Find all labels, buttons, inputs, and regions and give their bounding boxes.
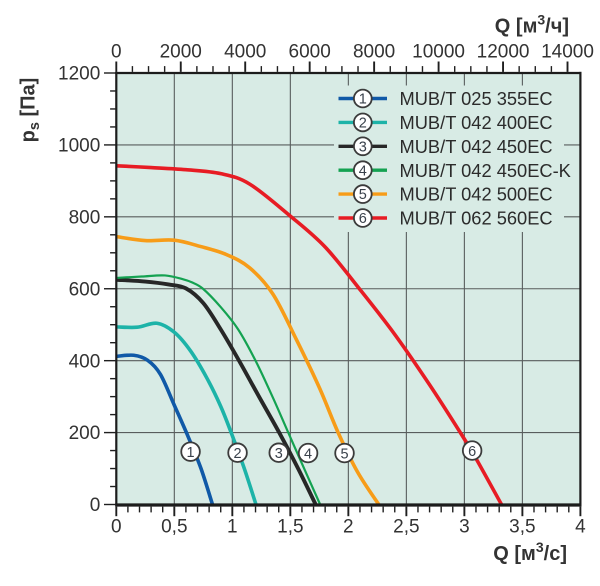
x2-tick-label: 0 bbox=[111, 42, 122, 63]
x-tick-label: 3 bbox=[459, 517, 470, 538]
legend-row-6: 6 MUB/T 062 560EC bbox=[338, 208, 553, 229]
x-tick-label: 0 bbox=[111, 517, 122, 538]
x-tick-label: 4 bbox=[575, 517, 586, 538]
legend-row-4: 4 MUB/T 042 450EC-K bbox=[338, 160, 571, 181]
x2-tick-label: 6000 bbox=[289, 42, 331, 63]
curve-marker-4: 4 bbox=[297, 442, 319, 464]
curve-marker-number: 3 bbox=[275, 446, 283, 462]
legend-marker-circle bbox=[352, 160, 373, 181]
legend-marker-number: 5 bbox=[359, 187, 367, 203]
plot-border bbox=[115, 71, 582, 507]
x-axis-title: Q [м3/с] bbox=[493, 539, 567, 565]
x-tick-label: 2,5 bbox=[393, 517, 419, 538]
curve-1 bbox=[116, 353, 215, 506]
legend-marker-circle bbox=[352, 88, 373, 109]
curve-markers: 1 2 3 4 5 6 bbox=[180, 440, 483, 464]
legend-row-5: 5 MUB/T 042 500EC bbox=[338, 184, 553, 205]
curve-6 bbox=[116, 163, 504, 506]
legend-row-2: 2 MUB/T 042 400EC bbox=[338, 112, 553, 133]
y-axis-title: ps [Па] bbox=[18, 78, 44, 143]
curve-marker-5: 5 bbox=[334, 442, 355, 464]
legend-label: MUB/T 025 355EC bbox=[400, 88, 553, 109]
legend-row-1: 1 MUB/T 025 355EC bbox=[338, 88, 553, 109]
y-tick-label: 1000 bbox=[58, 136, 100, 157]
x2-tick-label: 2000 bbox=[160, 42, 202, 63]
curve-marker-number: 1 bbox=[187, 445, 195, 461]
legend-background bbox=[334, 85, 564, 232]
x2-tick-label: 10000 bbox=[412, 42, 465, 63]
curve-marker-circle bbox=[334, 442, 355, 464]
curve-marker-circle bbox=[297, 442, 319, 464]
legend: 1 MUB/T 025 355EC 2 MUB/T 042 400EC 3 MUB/T 0… bbox=[334, 85, 571, 232]
x-tick-label: 1 bbox=[227, 517, 238, 538]
legend-marker-number: 2 bbox=[359, 116, 367, 132]
x2-tick-label: 12000 bbox=[477, 42, 530, 63]
tick-labels: 0 0,5 1 1,5 2 2,5 3 3,5 40 2000 4000 6000 8000 10000 1… bbox=[58, 42, 594, 538]
legend-marker-circle bbox=[352, 136, 373, 157]
curve-marker-2: 2 bbox=[227, 442, 248, 463]
legend-marker-number: 3 bbox=[359, 139, 367, 155]
x2-axis-title: Q [м3/ч] bbox=[495, 12, 569, 38]
curve-marker-1: 1 bbox=[180, 441, 201, 462]
axis-titles: Q [м3/ч] Q [м3/с] ps [Па] bbox=[18, 12, 570, 566]
legend-marker-circle bbox=[352, 112, 373, 133]
legend-label: MUB/T 042 450EC bbox=[400, 136, 553, 157]
curve-3 bbox=[116, 277, 318, 506]
legend-marker-circle bbox=[352, 208, 373, 228]
curve-marker-6: 6 bbox=[461, 440, 483, 461]
legend-marker-number: 1 bbox=[359, 92, 367, 108]
x2-tick-label: 8000 bbox=[353, 42, 395, 63]
curve-marker-number: 6 bbox=[468, 444, 476, 460]
y-tick-label: 1200 bbox=[58, 64, 100, 85]
curves bbox=[116, 163, 504, 506]
curve-4 bbox=[116, 274, 322, 505]
curve-marker-3: 3 bbox=[268, 442, 289, 463]
y-tick-label: 600 bbox=[69, 279, 101, 300]
curve-marker-number: 5 bbox=[340, 446, 348, 462]
curve-marker-circle bbox=[180, 441, 201, 462]
x2-tick-label: 14000 bbox=[541, 42, 594, 63]
x2-tick-label: 4000 bbox=[224, 42, 266, 63]
curve-marker-circle bbox=[227, 442, 248, 463]
y-tick-label: 0 bbox=[90, 495, 101, 516]
curve-5 bbox=[116, 234, 381, 506]
curve-marker-number: 4 bbox=[304, 446, 312, 462]
legend-label: MUB/T 062 560EC bbox=[400, 208, 553, 229]
curve-marker-circle bbox=[268, 442, 289, 463]
legend-label: MUB/T 042 500EC bbox=[400, 184, 553, 205]
legend-label: MUB/T 042 450EC-K bbox=[400, 160, 571, 181]
curve-marker-circle bbox=[461, 440, 483, 461]
curve-marker-number: 2 bbox=[234, 446, 242, 462]
legend-label: MUB/T 042 400EC bbox=[400, 112, 553, 133]
x-tick-label: 1,5 bbox=[277, 517, 303, 538]
x-tick-label: 0,5 bbox=[161, 517, 187, 538]
x-tick-label: 3,5 bbox=[509, 517, 535, 538]
legend-marker-number: 4 bbox=[359, 163, 367, 179]
x-tick-label: 2 bbox=[343, 517, 354, 538]
legend-marker-number: 6 bbox=[359, 211, 367, 227]
axis-ticks bbox=[104, 61, 582, 517]
y-tick-label: 800 bbox=[69, 207, 101, 228]
y-tick-label: 400 bbox=[69, 351, 101, 372]
y-tick-label: 200 bbox=[69, 423, 101, 444]
legend-row-3: 3 MUB/T 042 450EC bbox=[338, 136, 553, 157]
legend-marker-circle bbox=[352, 184, 373, 204]
